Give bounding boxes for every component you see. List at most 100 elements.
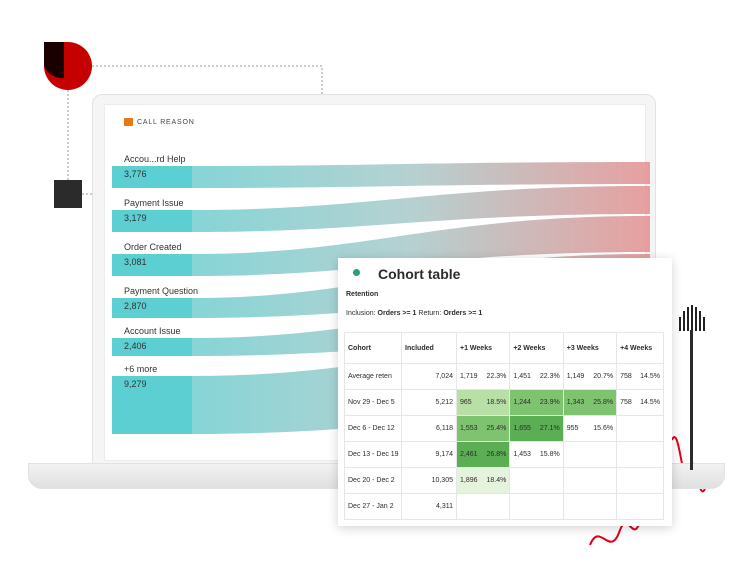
sankey-node[interactable] — [112, 338, 192, 356]
retention-cell[interactable] — [562, 493, 618, 520]
retention-cell[interactable]: 1,343 25.8% — [562, 389, 618, 416]
col-header-week1[interactable]: +1 Weeks — [455, 332, 511, 364]
retention-count: 1,451 — [513, 373, 531, 380]
retention-percent: 22.3% — [486, 373, 507, 380]
retention-count: 1,343 — [566, 399, 585, 406]
retention-cell[interactable] — [509, 493, 564, 520]
inclusion-metric: Orders >= 1 — [377, 310, 417, 317]
table-header-row: Cohort Included +1 Weeks +2 Weeks +3 Wee… — [344, 332, 664, 364]
retention-percent: 18.4% — [486, 477, 507, 484]
retention-cell[interactable] — [616, 493, 664, 520]
retention-percent: 14.5% — [640, 373, 660, 380]
included-count: 7,024 — [401, 363, 457, 390]
table-row[interactable]: Dec 6 - Dec 12 6,118 1,553 25.4% 1,655 27.1% 9… — [344, 415, 664, 442]
col-header-week4[interactable]: +4 Weeks — [616, 332, 664, 364]
table-row[interactable]: Nov 29 - Dec 5 5,212 965 18.5% 1,244 23.9% 1,3… — [344, 389, 664, 416]
flow-value: 9,279 — [124, 379, 147, 389]
retention-percent: 25.4% — [486, 425, 507, 432]
retention-cell[interactable] — [509, 467, 564, 494]
flow-value: 2,406 — [124, 341, 147, 351]
flow-label: Payment Issue — [124, 198, 184, 208]
cohort-table: Cohort Included +1 Weeks +2 Weeks +3 Wee… — [344, 332, 664, 520]
call-reason-heading: CALL REASON — [124, 118, 195, 126]
retention-cell[interactable]: 1,451 22.3% — [509, 363, 564, 390]
retention-count: 1,655 — [513, 425, 531, 432]
table-row[interactable]: Dec 27 - Jan 2 4,311 — [344, 493, 664, 520]
sankey-node[interactable] — [112, 298, 192, 318]
table-row[interactable]: Dec 13 - Dec 19 9,174 2,461 26.8% 1,453 15.8% — [344, 441, 664, 468]
sankey-node[interactable] — [112, 254, 192, 276]
retention-cell[interactable] — [562, 467, 618, 494]
col-header-cohort[interactable]: Cohort — [344, 332, 402, 364]
included-count: 5,212 — [401, 389, 457, 416]
sankey-node[interactable] — [112, 210, 192, 232]
antenna-pole — [690, 330, 693, 470]
retention-percent: 15.8% — [539, 451, 560, 458]
table-row[interactable]: Average reten 7,024 1,719 22.3% 1,451 22.3% 1,… — [344, 363, 664, 390]
flow-label: Account Issue — [124, 326, 181, 336]
retention-cell[interactable]: 1,149 20.7% — [562, 363, 618, 390]
col-header-week3[interactable]: +3 Weeks — [562, 332, 618, 364]
retention-percent: 22.3% — [539, 373, 560, 380]
retention-percent: 18.5% — [486, 399, 507, 406]
retention-cell[interactable]: 1,655 27.1% — [509, 415, 564, 442]
retention-count: 955 — [566, 425, 579, 432]
retention-cell[interactable]: 1,719 22.3% — [455, 363, 511, 390]
retention-cell[interactable]: 758 14.5% — [616, 363, 664, 390]
cohort-label: Nov 29 - Dec 5 — [344, 389, 402, 416]
red-logo-shape — [44, 42, 92, 90]
retention-percent: 15.6% — [593, 425, 614, 432]
antenna-icon — [679, 305, 705, 331]
retention-cell[interactable]: 1,244 23.9% — [509, 389, 564, 416]
sankey-node[interactable] — [112, 376, 192, 434]
flow-label: Order Created — [124, 242, 182, 252]
retention-cell[interactable]: 1,896 18.4% — [455, 467, 511, 494]
sankey-flow[interactable] — [112, 186, 650, 232]
retention-cell[interactable]: 758 14.5% — [616, 389, 664, 416]
flow-value: 3,179 — [124, 213, 147, 223]
col-header-included[interactable]: Included — [401, 332, 457, 364]
retention-cell[interactable]: 1,553 25.4% — [455, 415, 511, 442]
retention-count: 758 — [620, 373, 632, 380]
retention-percent: 26.8% — [486, 451, 507, 458]
retention-cell[interactable] — [616, 415, 664, 442]
table-row[interactable]: Dec 20 - Dec 2 10,305 1,896 18.4% — [344, 467, 664, 494]
included-count: 4,311 — [401, 493, 457, 520]
cohort-label: Dec 20 - Dec 2 — [344, 467, 402, 494]
retention-cell[interactable] — [562, 441, 618, 468]
inclusion-prefix: Inclusion: — [346, 310, 378, 317]
retention-cell[interactable]: 955 15.6% — [562, 415, 618, 442]
sankey-flow[interactable] — [112, 216, 650, 276]
retention-count: 1,553 — [460, 425, 478, 432]
retention-cell[interactable]: 965 18.5% — [455, 389, 511, 416]
retention-percent: 25.8% — [593, 399, 614, 406]
retention-count: 1,453 — [513, 451, 531, 458]
retention-cell[interactable] — [616, 467, 664, 494]
retention-cell[interactable] — [616, 441, 664, 468]
retention-cell[interactable]: 2,461 26.8% — [455, 441, 511, 468]
retention-cell[interactable] — [455, 493, 511, 520]
decorative-square — [54, 180, 82, 208]
call-reason-sankey: Accou...rd Help 3,776 Payment Issue 3,179 Or… — [112, 154, 650, 434]
retention-percent: 23.9% — [539, 399, 560, 406]
included-count: 9,174 — [401, 441, 457, 468]
retention-count: 2,461 — [460, 451, 478, 458]
sankey-flow[interactable] — [112, 162, 650, 188]
flow-value: 2,870 — [124, 301, 147, 311]
cohort-label: Dec 6 - Dec 12 — [344, 415, 402, 442]
retention-percent: 27.1% — [539, 425, 560, 432]
flow-value: 3,776 — [124, 169, 147, 179]
retention-count: 1,896 — [460, 477, 478, 484]
retention-cell[interactable]: 1,453 15.8% — [509, 441, 564, 468]
retention-count: 965 — [460, 399, 472, 406]
col-header-week2[interactable]: +2 Weeks — [509, 332, 564, 364]
flow-label: +6 more — [124, 364, 157, 374]
cohort-title: Cohort table — [378, 266, 461, 282]
sankey-node[interactable] — [112, 166, 192, 188]
inclusion-criteria: Inclusion: Orders >= 1 Return: Orders >=… — [346, 310, 482, 317]
retention-count: 1,149 — [566, 373, 585, 380]
retention-count: 1,244 — [513, 399, 531, 406]
flow-label: Accou...rd Help — [124, 154, 186, 164]
return-prefix: Return: — [416, 310, 444, 317]
retention-percent: 14.5% — [640, 399, 660, 406]
